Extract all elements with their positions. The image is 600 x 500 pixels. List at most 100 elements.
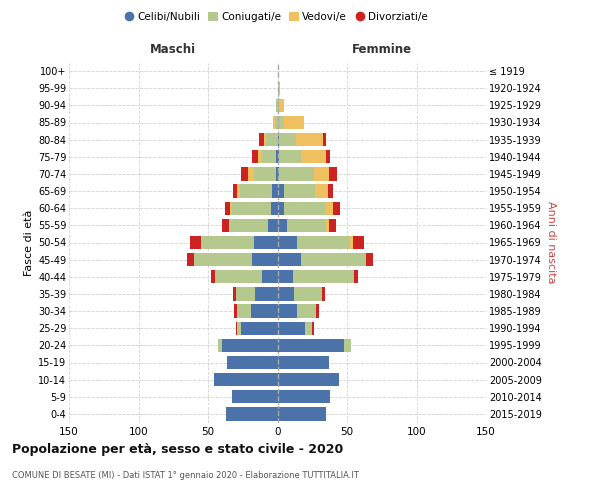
Bar bbox=[279, 82, 280, 95]
Bar bbox=[277, 236, 297, 249]
Bar bbox=[258, 150, 262, 164]
Bar bbox=[232, 202, 271, 215]
Bar bbox=[297, 236, 350, 249]
Bar bbox=[237, 184, 240, 198]
Bar bbox=[259, 133, 263, 146]
Bar bbox=[236, 287, 255, 300]
Bar bbox=[315, 184, 328, 198]
Bar bbox=[305, 322, 312, 335]
Bar bbox=[201, 236, 202, 249]
Bar bbox=[275, 116, 277, 129]
Bar bbox=[279, 167, 314, 180]
Bar bbox=[266, 133, 277, 146]
Bar bbox=[279, 98, 284, 112]
Bar bbox=[235, 304, 237, 318]
Bar bbox=[284, 184, 315, 198]
Bar bbox=[277, 390, 331, 404]
Bar bbox=[301, 253, 367, 266]
Bar bbox=[353, 236, 364, 249]
Bar bbox=[326, 150, 331, 164]
Bar bbox=[253, 150, 258, 164]
Bar bbox=[293, 270, 354, 283]
Bar bbox=[211, 270, 215, 283]
Bar bbox=[284, 202, 326, 215]
Bar bbox=[277, 407, 326, 420]
Bar bbox=[253, 253, 277, 266]
Bar bbox=[227, 356, 277, 369]
Bar bbox=[230, 202, 232, 215]
Bar bbox=[237, 304, 251, 318]
Bar bbox=[222, 338, 277, 352]
Bar bbox=[277, 116, 284, 129]
Bar bbox=[222, 218, 229, 232]
Bar bbox=[312, 322, 314, 335]
Y-axis label: Fasce di età: Fasce di età bbox=[23, 210, 34, 276]
Bar bbox=[224, 202, 230, 215]
Bar bbox=[241, 167, 248, 180]
Bar bbox=[284, 116, 304, 129]
Bar bbox=[328, 184, 333, 198]
Bar bbox=[276, 167, 277, 180]
Bar bbox=[277, 98, 279, 112]
Text: COMUNE DI BESATE (MI) - Dati ISTAT 1° gennaio 2020 - Elaborazione TUTTITALIA.IT: COMUNE DI BESATE (MI) - Dati ISTAT 1° ge… bbox=[12, 471, 359, 480]
Bar bbox=[230, 218, 268, 232]
Bar bbox=[236, 322, 237, 335]
Bar bbox=[367, 253, 373, 266]
Bar bbox=[277, 253, 301, 266]
Bar bbox=[314, 167, 329, 180]
Bar bbox=[254, 167, 276, 180]
Y-axis label: Anni di nascita: Anni di nascita bbox=[545, 201, 556, 284]
Bar bbox=[294, 287, 322, 300]
Bar bbox=[277, 287, 294, 300]
Bar bbox=[215, 270, 262, 283]
Bar bbox=[276, 98, 277, 112]
Bar bbox=[277, 304, 297, 318]
Bar bbox=[214, 373, 277, 386]
Bar bbox=[316, 304, 319, 318]
Text: Popolazione per età, sesso e stato civile - 2020: Popolazione per età, sesso e stato civil… bbox=[12, 442, 343, 456]
Bar bbox=[233, 287, 236, 300]
Bar bbox=[277, 356, 329, 369]
Bar bbox=[240, 184, 272, 198]
Bar bbox=[272, 184, 277, 198]
Bar bbox=[276, 150, 277, 164]
Bar bbox=[263, 133, 266, 146]
Bar bbox=[350, 236, 353, 249]
Bar bbox=[296, 133, 323, 146]
Bar bbox=[277, 133, 279, 146]
Bar bbox=[277, 270, 293, 283]
Bar bbox=[251, 304, 277, 318]
Bar bbox=[323, 133, 326, 146]
Bar bbox=[233, 184, 237, 198]
Text: Femmine: Femmine bbox=[352, 42, 412, 56]
Bar bbox=[277, 150, 279, 164]
Bar bbox=[277, 167, 279, 180]
Bar bbox=[187, 253, 194, 266]
Bar bbox=[277, 82, 279, 95]
Bar bbox=[229, 218, 230, 232]
Bar bbox=[190, 236, 201, 249]
Bar bbox=[333, 202, 340, 215]
Bar bbox=[326, 202, 333, 215]
Bar bbox=[194, 253, 253, 266]
Bar bbox=[202, 236, 254, 249]
Bar bbox=[254, 236, 277, 249]
Bar bbox=[262, 150, 276, 164]
Bar bbox=[297, 304, 316, 318]
Bar bbox=[248, 167, 254, 180]
Bar bbox=[354, 270, 358, 283]
Text: Maschi: Maschi bbox=[150, 42, 196, 56]
Bar bbox=[322, 287, 325, 300]
Bar bbox=[271, 202, 277, 215]
Bar bbox=[237, 322, 241, 335]
Legend: Celibi/Nubili, Coniugati/e, Vedovi/e, Divorziati/e: Celibi/Nubili, Coniugati/e, Vedovi/e, Di… bbox=[120, 8, 432, 26]
Bar bbox=[301, 150, 326, 164]
Bar bbox=[241, 322, 277, 335]
Bar bbox=[226, 407, 277, 420]
Bar bbox=[255, 287, 277, 300]
Bar bbox=[277, 373, 338, 386]
Bar bbox=[329, 218, 336, 232]
Bar bbox=[232, 390, 277, 404]
Bar bbox=[277, 322, 305, 335]
Bar bbox=[218, 338, 222, 352]
